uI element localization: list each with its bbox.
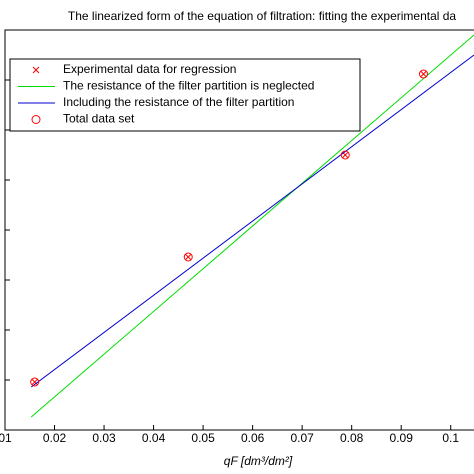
x-tick-label: 01 bbox=[0, 431, 12, 445]
x-tick-label: 0.04 bbox=[142, 431, 166, 445]
cross-marker bbox=[420, 70, 427, 78]
legend-label: Including the resistance of the filter p… bbox=[63, 95, 294, 109]
legend-label: The resistance of the filter partition i… bbox=[63, 79, 314, 93]
x-tick-label: 0.02 bbox=[43, 431, 67, 445]
x-tick-label: 0.05 bbox=[191, 431, 215, 445]
x-axis-label: qF [dm³/dm²] bbox=[224, 454, 293, 468]
circle-marker bbox=[30, 377, 40, 387]
circle-marker bbox=[183, 252, 193, 262]
fit-line bbox=[30, 54, 474, 388]
legend: Experimental data for regression The resi… bbox=[9, 58, 361, 132]
x-tick-label: 0.09 bbox=[390, 431, 414, 445]
legend-circle bbox=[31, 115, 41, 124]
legend-label: Experimental data for regression bbox=[63, 62, 236, 76]
cross-marker bbox=[184, 253, 192, 261]
x-tick-label: 0.1 bbox=[442, 431, 459, 445]
x-tick-label: 0.03 bbox=[92, 431, 116, 445]
legend-box bbox=[9, 58, 361, 132]
circle-marker bbox=[418, 69, 428, 79]
legend-label: Total data set bbox=[63, 112, 135, 126]
x-tick-label: 0.08 bbox=[340, 431, 364, 445]
fit-line bbox=[30, 34, 474, 418]
x-tick-label: 0.07 bbox=[290, 431, 314, 445]
circle-marker bbox=[340, 150, 350, 160]
x-tick-label: 0.06 bbox=[241, 431, 265, 445]
chart-title: The linearized form of the equation of f… bbox=[68, 9, 457, 23]
cross-marker bbox=[32, 66, 40, 74]
cross-marker bbox=[31, 378, 39, 386]
